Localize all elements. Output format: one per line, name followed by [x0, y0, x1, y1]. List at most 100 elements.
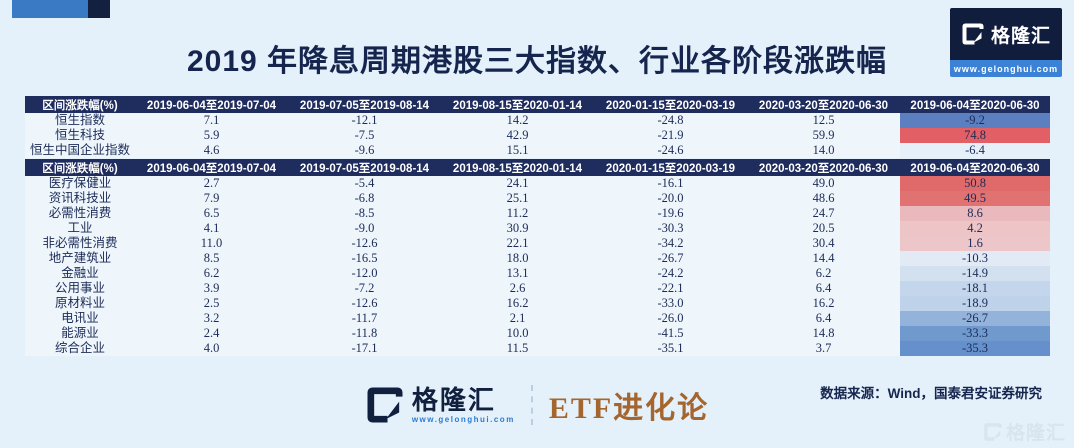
- industry-performance-table: 区间涨跌幅(%) 2019-06-04至2019-07-04 2019-07-05至…: [25, 159, 1050, 356]
- table-row: 能源业 2.4 -11.8 10.0 -41.5 14.8 -33.3: [25, 326, 1050, 341]
- cell-value: -17.1: [288, 341, 441, 356]
- cell-value: -24.2: [594, 266, 747, 281]
- footer-brand-logo: 格隆汇 www.gelonghui.com: [365, 385, 515, 425]
- gelonghui-g-icon: [984, 422, 1002, 441]
- cell-value: 4.6: [135, 143, 288, 158]
- decor-bar-blue: [12, 0, 88, 18]
- cell-value: 2.1: [441, 311, 594, 326]
- cell-value: 14.2: [441, 113, 594, 128]
- row-label: 非必需性消费: [25, 236, 135, 251]
- table-row: 非必需性消费 11.0 -12.6 22.1 -34.2 30.4 1.6: [25, 236, 1050, 251]
- table-row: 资讯科技业 7.9 -6.8 25.1 -20.0 48.6 49.5: [25, 191, 1050, 206]
- cell-total-period: -18.1: [900, 281, 1050, 296]
- column-header: 2020-01-15至2020-03-19: [594, 159, 747, 176]
- cell-value: -41.5: [594, 326, 747, 341]
- table-header-row: 区间涨跌幅(%) 2019-06-04至2019-07-04 2019-07-05至…: [25, 96, 1050, 113]
- table-corner-header: 区间涨跌幅(%): [25, 159, 135, 176]
- cell-value: 4.1: [135, 221, 288, 236]
- table-row: 公用事业 3.9 -7.2 2.6 -22.1 6.4 -18.1: [25, 281, 1050, 296]
- cell-total-period: -18.9: [900, 296, 1050, 311]
- watermark-text: 格隆汇: [1005, 423, 1066, 444]
- cell-value: -12.0: [288, 266, 441, 281]
- table-row: 原材料业 2.5 -12.6 16.2 -33.0 16.2 -18.9: [25, 296, 1050, 311]
- table-row: 金融业 6.2 -12.0 13.1 -24.2 6.2 -14.9: [25, 266, 1050, 281]
- cell-value: 5.9: [135, 128, 288, 143]
- cell-value: -16.5: [288, 251, 441, 266]
- cell-value: 3.9: [135, 281, 288, 296]
- cell-value: 20.5: [747, 221, 900, 236]
- table-row: 恒生指数 7.1 -12.1 14.2 -24.8 12.5 -9.2: [25, 113, 1050, 128]
- cell-value: -11.7: [288, 311, 441, 326]
- cell-value: -7.2: [288, 281, 441, 296]
- cell-total-period: 8.6: [900, 206, 1050, 221]
- table-header-row: 区间涨跌幅(%) 2019-06-04至2019-07-04 2019-07-05至…: [25, 159, 1050, 176]
- table-row: 恒生科技 5.9 -7.5 42.9 -21.9 59.9 74.8: [25, 128, 1050, 143]
- cell-value: -26.0: [594, 311, 747, 326]
- column-header: 2019-08-15至2020-01-14: [441, 159, 594, 176]
- cell-value: 22.1: [441, 236, 594, 251]
- cell-total-period: -9.2: [900, 113, 1050, 128]
- cell-total-period: -14.9: [900, 266, 1050, 281]
- column-header: 2019-06-04至2019-07-04: [135, 159, 288, 176]
- cell-total-period: 74.8: [900, 128, 1050, 143]
- cell-total-period: -10.3: [900, 251, 1050, 266]
- footer-brand-name: 格隆汇: [411, 384, 496, 415]
- cell-value: 6.2: [135, 266, 288, 281]
- cell-value: 6.5: [135, 206, 288, 221]
- column-header: 2019-07-05至2019-08-14: [288, 96, 441, 113]
- cell-value: -19.6: [594, 206, 747, 221]
- gelonghui-g-icon: [367, 387, 403, 423]
- cell-value: 16.2: [747, 296, 900, 311]
- row-label: 医疗保健业: [25, 176, 135, 191]
- cell-value: -6.8: [288, 191, 441, 206]
- row-label: 金融业: [25, 266, 135, 281]
- cell-value: 24.1: [441, 176, 594, 191]
- page-title: 2019 年降息周期港股三大指数、行业各阶段涨跌幅: [186, 45, 888, 78]
- cell-value: -30.3: [594, 221, 747, 236]
- cell-value: 15.1: [441, 143, 594, 158]
- cell-value: -8.5: [288, 206, 441, 221]
- cell-total-period: -33.3: [900, 326, 1050, 341]
- table-row: 综合企业 4.0 -17.1 11.5 -35.1 3.7 -35.3: [25, 341, 1050, 356]
- cell-value: 6.2: [747, 266, 900, 281]
- cell-value: -16.1: [594, 176, 747, 191]
- cell-total-period: 4.2: [900, 221, 1050, 236]
- table-row: 工业 4.1 -9.0 30.9 -30.3 20.5 4.2: [25, 221, 1050, 236]
- row-label: 恒生科技: [25, 128, 135, 143]
- index-performance-table: 区间涨跌幅(%) 2019-06-04至2019-07-04 2019-07-05至…: [25, 96, 1050, 158]
- cell-value: 14.4: [747, 251, 900, 266]
- footer-partner-name: ETF进化论: [548, 392, 710, 425]
- cell-value: 25.1: [441, 191, 594, 206]
- cell-value: -24.8: [594, 113, 747, 128]
- cell-value: -34.2: [594, 236, 747, 251]
- cell-value: 14.8: [747, 326, 900, 341]
- row-label: 工业: [25, 221, 135, 236]
- cell-value: 59.9: [747, 128, 900, 143]
- cell-value: 49.0: [747, 176, 900, 191]
- cell-value: 11.2: [441, 206, 594, 221]
- cell-value: 2.7: [135, 176, 288, 191]
- table-row: 地产建筑业 8.5 -16.5 18.0 -26.7 14.4 -10.3: [25, 251, 1050, 266]
- column-header: 2019-06-04至2020-06-30: [900, 96, 1050, 113]
- tables-container: 区间涨跌幅(%) 2019-06-04至2019-07-04 2019-07-05至…: [25, 96, 1050, 357]
- gelonghui-g-icon: [962, 23, 984, 45]
- row-label: 原材料业: [25, 296, 135, 311]
- column-header: 2020-01-15至2020-03-19: [594, 96, 747, 113]
- cell-value: 2.4: [135, 326, 288, 341]
- cell-total-period: -6.4: [900, 143, 1050, 158]
- cell-value: -35.1: [594, 341, 747, 356]
- cell-value: 7.1: [135, 113, 288, 128]
- cell-value: 8.5: [135, 251, 288, 266]
- table-row: 必需性消费 6.5 -8.5 11.2 -19.6 24.7 8.6: [25, 206, 1050, 221]
- cell-value: 42.9: [441, 128, 594, 143]
- cell-total-period: 49.5: [900, 191, 1050, 206]
- cell-value: 16.2: [441, 296, 594, 311]
- cell-value: -22.1: [594, 281, 747, 296]
- cell-value: -24.6: [594, 143, 747, 158]
- brand-logo-box: 格隆汇 www.gelonghui.com: [950, 8, 1062, 77]
- cell-value: -20.0: [594, 191, 747, 206]
- cell-total-period: -26.7: [900, 311, 1050, 326]
- cell-value: 4.0: [135, 341, 288, 356]
- cell-value: 12.5: [747, 113, 900, 128]
- row-label: 公用事业: [25, 281, 135, 296]
